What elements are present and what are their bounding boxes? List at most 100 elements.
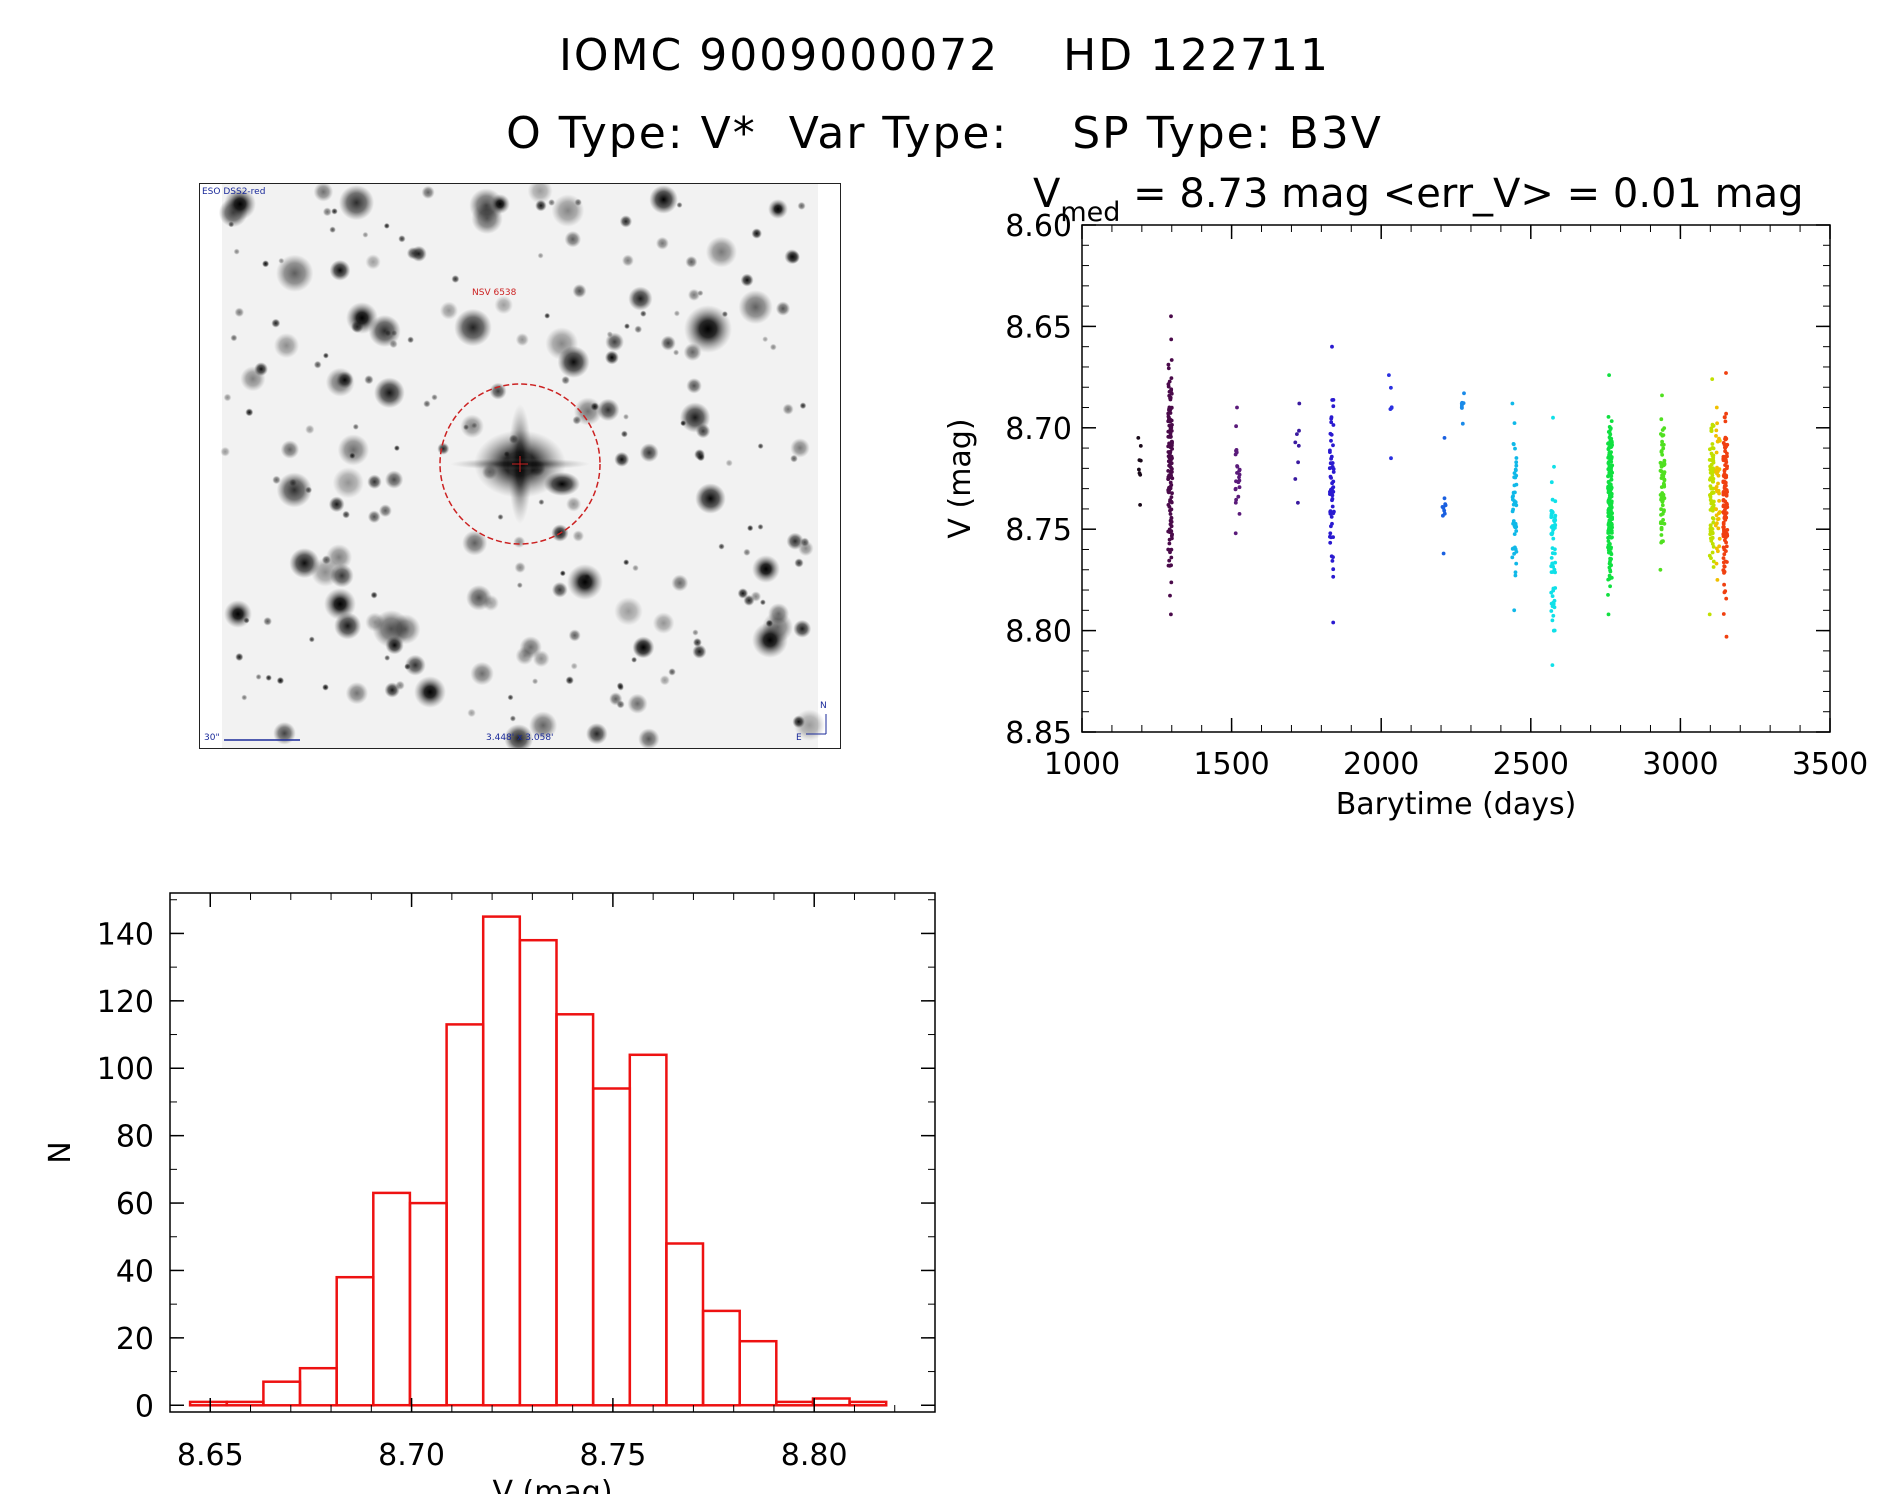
field-star <box>331 208 338 215</box>
lightcurve-point <box>1609 477 1614 482</box>
lightcurve-point <box>1608 457 1613 462</box>
field-star <box>345 682 369 705</box>
lightcurve-point <box>1169 388 1173 393</box>
lightcurve-point <box>1169 405 1174 410</box>
lightcurve-point <box>1552 518 1556 523</box>
histogram-bar <box>445 1023 485 1407</box>
lightcurve-point <box>1330 559 1335 563</box>
lightcurve-point <box>1606 539 1611 543</box>
lightcurve-point <box>1606 498 1611 502</box>
lightcurve-point <box>1708 508 1713 512</box>
lightcurve-point <box>1549 570 1554 574</box>
lightcurve-point <box>1553 570 1557 575</box>
lightcurve-point <box>1168 435 1173 439</box>
field-star <box>671 574 689 592</box>
lightcurve-point <box>1608 584 1612 589</box>
lightcurve-point <box>1553 551 1557 556</box>
lightcurve-point <box>1168 407 1173 411</box>
lightcurve-point <box>1169 529 1174 533</box>
lightcurve-point <box>1550 531 1555 535</box>
field-star <box>692 644 707 659</box>
lightcurve-point <box>1168 485 1172 490</box>
lightcurve-point <box>1237 475 1241 480</box>
field-star <box>794 558 804 568</box>
lightcurve-point <box>1608 542 1612 546</box>
lightcurve-point <box>1725 451 1729 456</box>
lightcurve-point <box>1551 613 1556 618</box>
field-star <box>451 275 460 283</box>
lightcurve-point <box>1607 534 1612 539</box>
lightcurve-point <box>1660 473 1665 477</box>
lightcurve-point <box>1550 546 1555 550</box>
lightcurve-point <box>1661 518 1665 522</box>
lightcurve-point <box>1610 516 1614 521</box>
lightcurve-point <box>1723 490 1727 495</box>
field-star <box>410 245 427 262</box>
lightcurve-point <box>1609 552 1614 557</box>
lightcurve-point <box>1330 491 1334 496</box>
field-star <box>516 582 523 589</box>
lightcurve-point <box>1549 601 1554 606</box>
lightcurve-point <box>1606 593 1610 597</box>
lightcurve-point <box>1721 457 1726 461</box>
field-star <box>367 474 382 490</box>
lightcurve-point <box>1387 373 1391 377</box>
field-star <box>551 581 568 598</box>
lightcurve-point <box>1710 486 1715 491</box>
lightcurve-point <box>1722 474 1726 479</box>
lightcurve-point <box>1330 481 1334 486</box>
lightcurve-point <box>1168 397 1173 402</box>
lightcurve-point <box>1167 443 1172 448</box>
lightcurve-point <box>1168 508 1172 513</box>
lightcurve-point <box>1512 475 1517 480</box>
field-star <box>322 352 329 359</box>
lightcurve-point <box>1552 519 1557 524</box>
lightcurve-point <box>1168 474 1172 479</box>
lightcurve-point <box>1169 612 1173 617</box>
lightcurve-point <box>1709 556 1713 560</box>
lightcurve-point <box>1167 393 1172 398</box>
field-star <box>313 184 334 202</box>
field-star <box>564 230 582 248</box>
field-star <box>537 252 544 259</box>
lightcurve-point <box>1709 498 1713 503</box>
lightcurve-point <box>1711 503 1716 507</box>
lightcurve-point <box>1170 476 1175 481</box>
field-star <box>431 394 438 401</box>
lightcurve-point <box>1724 540 1728 545</box>
lightcurve-point <box>1606 455 1611 460</box>
field-star <box>467 708 476 718</box>
lightcurve-point <box>1721 490 1726 494</box>
lightcurve-point <box>1714 485 1719 489</box>
lightcurve-point <box>1166 450 1171 454</box>
field-star <box>574 198 582 206</box>
lightcurve-point <box>1169 499 1174 504</box>
lightcurve-point <box>1722 528 1727 533</box>
field-star <box>628 286 653 311</box>
lightcurve-point <box>1660 442 1664 447</box>
lightcurve-point <box>1168 411 1173 415</box>
lightcurve-point <box>1710 491 1715 495</box>
lightcurve-point <box>1549 532 1554 537</box>
lightcurve-point <box>1609 436 1614 441</box>
lightcurve-point <box>1552 464 1556 469</box>
histogram-plot: 8.65 8.70 8.75 8.80 0 20 40 60 80 100 120 140 V (ma… <box>43 892 936 1494</box>
lightcurve-point <box>1168 417 1173 422</box>
lightcurve-point <box>1514 473 1519 478</box>
lightcurve-point <box>1658 460 1663 465</box>
lightcurve-point <box>1329 487 1333 492</box>
lightcurve-point <box>1708 477 1712 482</box>
lightcurve-point <box>1722 442 1727 447</box>
lightcurve-point <box>1549 515 1554 520</box>
lightcurve-point <box>1167 389 1172 394</box>
lightcurve-point <box>1607 561 1612 566</box>
lightcurve-point <box>1660 428 1665 432</box>
lightcurve-point <box>1610 525 1614 530</box>
field-star <box>620 430 628 438</box>
lightcurve-point <box>1329 535 1333 540</box>
field-star <box>482 594 499 612</box>
field-star <box>272 475 281 485</box>
lightcurve-point <box>1610 463 1615 468</box>
lightcurve-point <box>1607 542 1612 547</box>
lightcurve-point <box>1715 439 1720 444</box>
